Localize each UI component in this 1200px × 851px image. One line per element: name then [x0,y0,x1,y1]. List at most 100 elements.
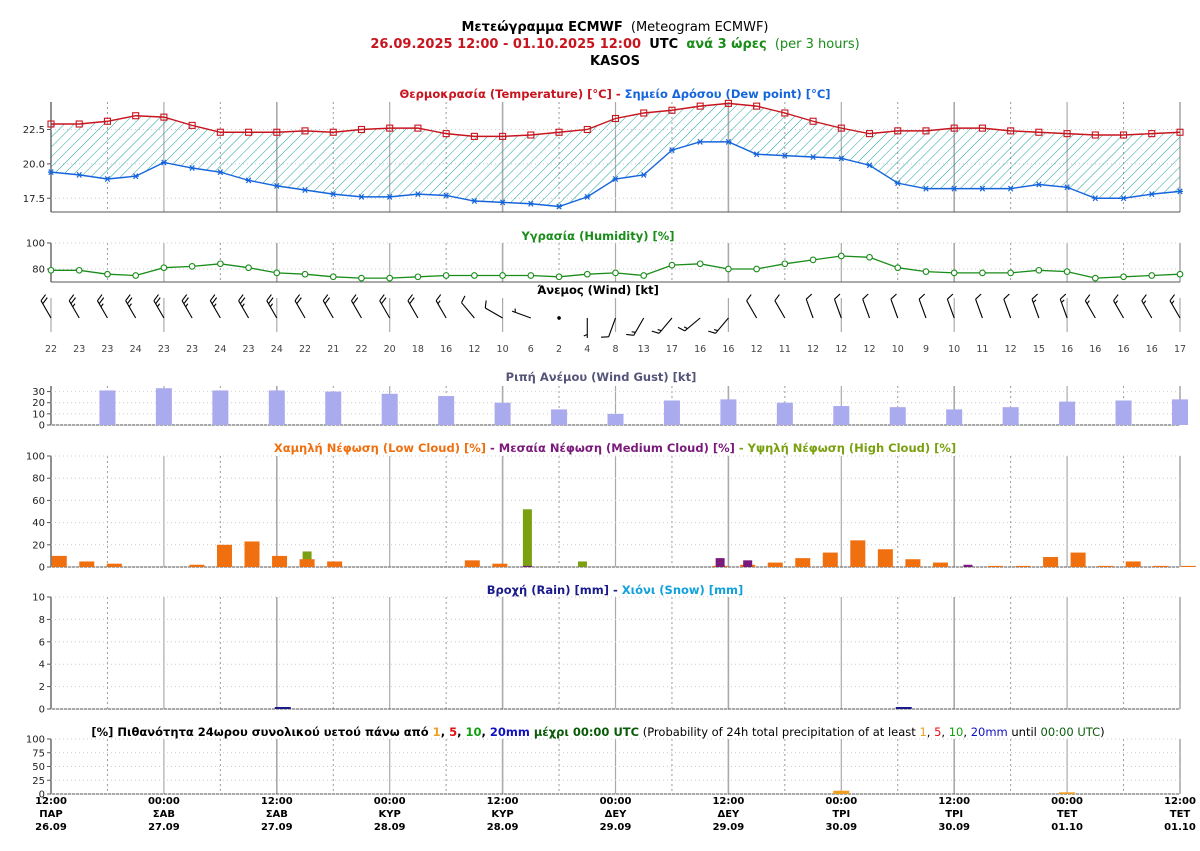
gust-bar [99,390,116,425]
humidity-point [245,264,252,272]
temperature-point [75,120,83,128]
dewpoint-star-d2 [48,169,54,176]
wind-speed-label: 18 [412,344,424,355]
precip-ytick-label: 8 [39,615,45,626]
humidity-point [1091,274,1099,282]
humidity-point [866,253,873,261]
humidity-grid: 80 100 [26,239,1181,283]
wind-barb [583,318,588,338]
wind-barb-full [379,294,385,302]
humidity-point [781,260,789,268]
clouds-title-part-3: - [735,441,748,455]
wind-barb-half [1086,300,1090,305]
wind-barb [774,294,786,319]
header-title-gr: Μετεώγραμμα ECMWF [461,20,622,35]
wind-barb-full [651,330,660,334]
dewpoint-point [273,182,280,189]
temperature-title-part-1: - [612,87,625,101]
temperature-point [978,124,986,132]
wind-barb [1059,293,1068,319]
date-label: 29.09 [713,822,745,833]
wind-barb-half [241,303,245,308]
medium-cloud-bar [963,564,973,567]
probability-title-part-6: , [481,725,489,739]
wind-barb [708,317,729,334]
temperature-point [1007,127,1015,135]
wind-barb [435,294,447,319]
clouds-title-part-0: Χαμηλή Νέφωση (Low Cloud) [%] [274,441,486,455]
humidity-point [640,272,648,279]
time-label: 00:00 [148,796,180,807]
temperature-point [837,124,845,132]
panels: Θερμοκρασία (Temperature) [°C] - Σημείο … [23,87,1196,801]
probability-title-part-19: ) [1100,725,1105,739]
dewpoint-star-d2 [584,193,590,200]
gust-bar [1172,399,1188,425]
wind-barb-full [409,297,415,305]
probability-title: [%] Πιθανότητα 24ωρου συνολικού υετού πά… [91,725,1104,739]
wind-barb [209,294,221,319]
wind-barb-half [631,331,636,333]
wind-barb-staff [862,299,871,319]
wind-barb-full [601,336,609,338]
wind-speed-label: 10 [948,344,960,355]
temperature-point [442,130,450,138]
low-cloud-bar [51,555,67,567]
wind-speed-label: 23 [243,344,255,355]
dewpoint-star-d2 [669,147,675,154]
dewpoint-star-d2 [556,203,562,210]
dewpoint-point [951,185,958,192]
date-label: 29.09 [600,822,632,833]
dewpoint-star-d2 [302,187,308,193]
wind-speed-label: 23 [186,344,198,355]
gust-ytick-label: 30 [32,387,45,398]
precip-title-part-2: Χιόνι (Snow) [mm] [622,583,744,597]
wind-speed-label: 16 [1146,344,1158,355]
header-line-2: 26.09.2025 12:00 - 01.10.2025 12:00 UTC … [370,37,859,52]
wind-barb [946,293,955,319]
probability-title-part-9: (Probability of 24h total precipitation … [639,725,919,739]
wind-barb-full [708,330,716,334]
dewpoint-star-d2 [753,151,760,158]
day-label: ΣΑΒ [153,809,175,820]
dewpoint-star-d2 [866,162,873,169]
wind-speed-label: 12 [835,344,847,355]
wind-barb-full [98,297,105,305]
wind-speed-label: 9 [923,344,929,355]
wind-barb-half [1114,300,1119,305]
dewpoint-star-d2 [133,173,139,180]
dewpoint-star-d2 [415,191,421,198]
temperature-point [499,132,507,140]
clouds-ytick-label: 0 [39,563,45,574]
dewpoint-point [725,138,732,145]
low-cloud-bar [106,563,122,567]
wind-barb-staff [608,317,617,337]
header-utc: UTC [649,37,678,52]
temperature-point [809,117,817,125]
date-label: 28.09 [374,822,406,833]
dewpoint-star-d2 [1007,185,1014,192]
dewpoint-point [556,203,563,210]
dewpoint-point [1148,191,1155,198]
time-axis: 12:00 ΠΑΡ 26.09 00:00 ΣΑΒ 27.09 12:00 ΣΑΒ 27.09 0… [35,796,1196,833]
wind-barb [651,317,673,334]
temperature-point [527,131,535,139]
dewpoint-point [668,147,675,154]
low-cloud-bar [988,565,1004,567]
gust-bar [438,396,455,425]
temperature-point [386,124,394,132]
temperature-point [1176,128,1184,136]
low-cloud-bar [1180,565,1196,567]
temperature-point [724,99,732,107]
temperature-point [950,124,958,132]
wind-barb [266,294,278,319]
dewpoint-star-d2 [612,176,619,182]
gust-ytick-label: 10 [32,409,45,420]
wind-barb [626,317,645,336]
clouds-ytick-label: 80 [32,474,45,485]
temperature-ytick-label: 22.5 [23,125,45,136]
humidity-ytick-label: 80 [32,265,45,276]
wind-speed-label: 11 [976,344,988,355]
dewpoint-point [781,152,788,159]
